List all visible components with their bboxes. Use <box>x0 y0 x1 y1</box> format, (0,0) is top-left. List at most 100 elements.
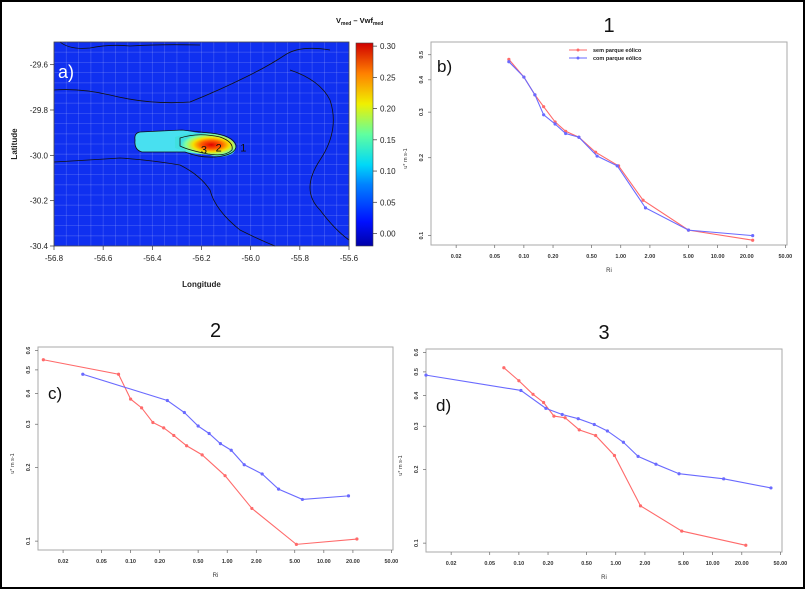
data-point-1 <box>636 454 640 458</box>
data-point-1 <box>260 472 264 476</box>
plot-area <box>37 346 394 551</box>
x-tick-label: 0.50 <box>586 254 597 260</box>
y-tick-label: -30.4 <box>30 242 49 251</box>
colorbar <box>355 42 374 247</box>
data-point-0 <box>563 416 567 420</box>
data-point-0 <box>116 372 121 376</box>
x-tick-label: 0.05 <box>484 561 495 567</box>
x-tick-label: 0.05 <box>489 254 500 260</box>
data-point-0 <box>517 379 521 383</box>
heatmap-contour <box>179 134 233 156</box>
y-tick-label: -29.8 <box>30 106 49 115</box>
point-label-3: 3 <box>201 145 207 157</box>
y-tick-label: 0.2 <box>26 464 32 472</box>
data-point-0 <box>355 537 359 541</box>
data-point-1 <box>654 462 658 466</box>
y-tick-label: -30.2 <box>30 197 49 206</box>
data-point-0 <box>751 238 755 242</box>
data-point-1 <box>81 372 85 376</box>
panel-a-heatmap: 1 23 a) -56.8 -56.6 -56.4 -56.2 -56.0 -55.8 -55… <box>10 16 396 289</box>
x-axis-label: Longitude <box>182 280 221 289</box>
data-point-0 <box>41 358 45 362</box>
y-tick-label: 0.3 <box>414 422 420 430</box>
x-tick-label: 0.02 <box>446 561 457 567</box>
x-tick-label: 0.10 <box>125 559 136 565</box>
heatmap-contour <box>53 47 331 104</box>
data-point-0 <box>577 428 581 432</box>
series-line-0 <box>503 367 746 546</box>
data-point-1 <box>576 417 580 421</box>
data-point-1 <box>544 406 548 410</box>
panel-label-a: a) <box>58 62 74 82</box>
colorbar-tick-label: 0.30 <box>380 42 396 51</box>
y-tick-label: 0.6 <box>414 349 420 357</box>
data-point-1 <box>643 206 648 210</box>
x-axis-label: Ri <box>606 268 612 274</box>
heatmap-contour <box>53 157 276 247</box>
data-point-1 <box>686 228 691 232</box>
x-tick-label: -55.6 <box>340 254 359 263</box>
plot-area <box>425 348 783 553</box>
data-point-1 <box>522 75 526 79</box>
data-point-1 <box>207 431 211 436</box>
x-tick-label: -56.0 <box>242 254 261 263</box>
data-point-1 <box>677 472 681 476</box>
x-tick-label: 5.00 <box>683 254 694 260</box>
data-point-0 <box>162 426 166 430</box>
x-tick-label: 0.10 <box>514 561 525 567</box>
x-axis-label: Ri <box>213 573 219 579</box>
panel-b-line-chart: 1 b) 0.02 0.05 0.10 0.20 0.50 1.00 2.00 5.00 10.00… <box>403 15 792 274</box>
data-point-0 <box>502 366 506 370</box>
panel-label: d) <box>436 396 451 415</box>
colorbar-tick-label: 0.15 <box>380 136 396 145</box>
x-tick-label: -56.8 <box>45 254 64 263</box>
colorbar-title: Vmed – Vwfmed <box>336 16 383 27</box>
data-point-0 <box>641 198 645 202</box>
y-tick-label: 0.6 <box>26 347 32 355</box>
y-tick-label: 0.5 <box>419 51 425 59</box>
x-tick-label: 1.00 <box>222 559 233 565</box>
x-tick-label: 2.00 <box>645 254 656 260</box>
x-tick-label: 50.00 <box>773 561 787 567</box>
data-point-1 <box>218 442 223 446</box>
data-point-0 <box>223 474 227 478</box>
x-tick-label: 50.00 <box>384 559 398 565</box>
plot-area <box>430 41 788 246</box>
data-point-1 <box>276 487 281 491</box>
data-point-1 <box>621 440 626 444</box>
y-tick-label: 0.4 <box>419 75 425 84</box>
data-point-0 <box>552 414 556 418</box>
colorbar-tick-label: 0.20 <box>380 105 396 114</box>
x-tick-label: 1.00 <box>615 254 626 260</box>
x-tick-label: 0.20 <box>154 559 165 565</box>
data-point-1 <box>346 494 351 498</box>
heatmap-contour <box>59 41 201 49</box>
data-point-0 <box>151 420 155 425</box>
data-point-0 <box>507 57 511 61</box>
x-tick-label: 10.00 <box>711 254 725 260</box>
data-point-0 <box>612 453 617 458</box>
x-tick-label: 0.50 <box>193 559 204 565</box>
y-tick-label: 0.5 <box>414 368 420 376</box>
heatmap-plume-core <box>175 132 236 157</box>
x-tick-label: 0.10 <box>519 254 530 260</box>
point-label-2: 2 <box>216 142 222 154</box>
y-tick-label: 0.3 <box>419 108 425 116</box>
data-point-1 <box>722 477 726 481</box>
x-tick-label: 0.02 <box>58 559 69 565</box>
y-tick-label: 0.1 <box>419 232 425 240</box>
data-point-1 <box>182 410 186 415</box>
data-point-1 <box>242 463 246 467</box>
y-tick-label: 0.1 <box>26 537 32 545</box>
data-point-0 <box>542 400 546 405</box>
x-tick-label: -56.6 <box>94 254 113 263</box>
data-point-0 <box>531 392 535 396</box>
data-point-0 <box>542 105 546 109</box>
data-point-1 <box>533 93 537 97</box>
data-point-0 <box>680 529 684 533</box>
y-tick-label: 0.4 <box>414 391 420 400</box>
y-tick-label: 0.2 <box>414 466 420 474</box>
panel-d-line-chart: 3 d) 0.02 0.05 0.10 0.20 0.50 1.00 2.00 5.00 10.00… <box>398 322 787 581</box>
x-tick-label: 1.00 <box>610 561 621 567</box>
y-tick-label: 0.5 <box>26 366 32 374</box>
